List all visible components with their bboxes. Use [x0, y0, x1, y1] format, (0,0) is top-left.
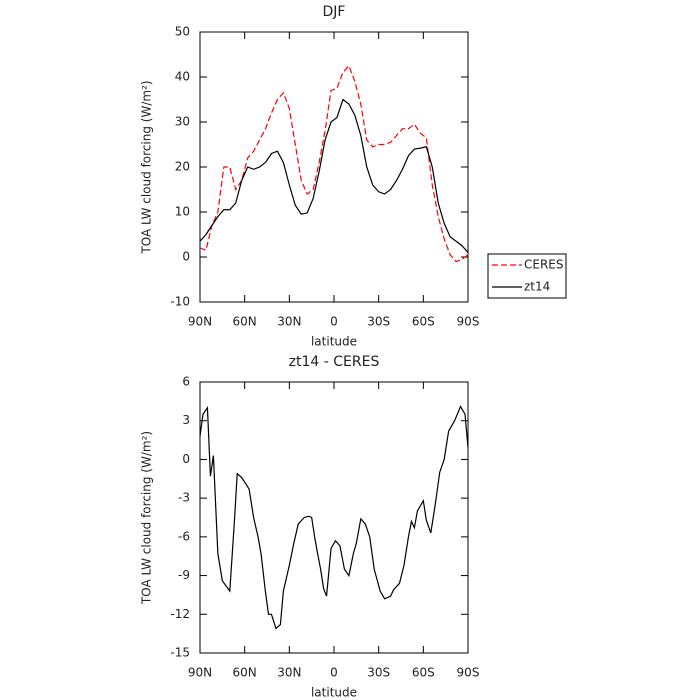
y-axis-label: TOA LW cloud forcing (W/m²): [140, 80, 154, 254]
y-tick-label: -9: [178, 568, 190, 582]
x-tick-label: 30S: [367, 315, 390, 329]
chart-title: zt14 - CERES: [289, 354, 380, 370]
x-tick-label: 90N: [188, 666, 212, 680]
y-tick-label: 40: [175, 70, 190, 84]
x-tick-label: 30N: [277, 666, 301, 680]
x-tick-label: 0: [330, 315, 338, 329]
legend-label: CERES: [524, 258, 564, 272]
y-tick-label: -3: [178, 491, 190, 505]
x-tick-label: 60S: [412, 315, 435, 329]
legend-label: zt14: [524, 280, 550, 294]
line-series: [199, 98, 469, 253]
y-tick-label: 30: [175, 115, 190, 129]
y-tick-label: 6: [182, 375, 190, 389]
y-tick-label: -12: [170, 607, 190, 621]
x-axis-label: latitude: [311, 335, 357, 349]
y-tick-label: 50: [175, 25, 190, 39]
chart-title: DJF: [323, 4, 346, 20]
y-tick-label: 10: [175, 205, 190, 219]
x-tick-label: 90S: [457, 666, 480, 680]
y-tick-label: 0: [182, 452, 190, 466]
x-tick-label: 60N: [233, 666, 257, 680]
x-tick-label: 30N: [277, 315, 301, 329]
x-tick-label: 0: [330, 666, 338, 680]
x-tick-label: 60N: [233, 315, 257, 329]
line-series: [199, 64, 469, 263]
plot-frame: [199, 31, 469, 303]
x-tick-label: 30S: [367, 666, 390, 680]
y-tick-label: -10: [170, 295, 190, 309]
y-axis-label: TOA LW cloud forcing (W/m²): [140, 431, 154, 605]
line-series: [199, 405, 469, 630]
plot-frame: [199, 381, 469, 654]
x-tick-label: 60S: [412, 666, 435, 680]
y-tick-label: -6: [178, 529, 190, 543]
x-tick-label: 90S: [457, 315, 480, 329]
y-tick-label: 0: [182, 250, 190, 264]
x-axis-label: latitude: [311, 686, 357, 700]
y-tick-label: 20: [175, 160, 190, 174]
legend-box: [487, 253, 567, 299]
y-tick-label: -15: [170, 646, 190, 660]
y-tick-label: 3: [182, 413, 190, 427]
x-tick-label: 90N: [188, 315, 212, 329]
